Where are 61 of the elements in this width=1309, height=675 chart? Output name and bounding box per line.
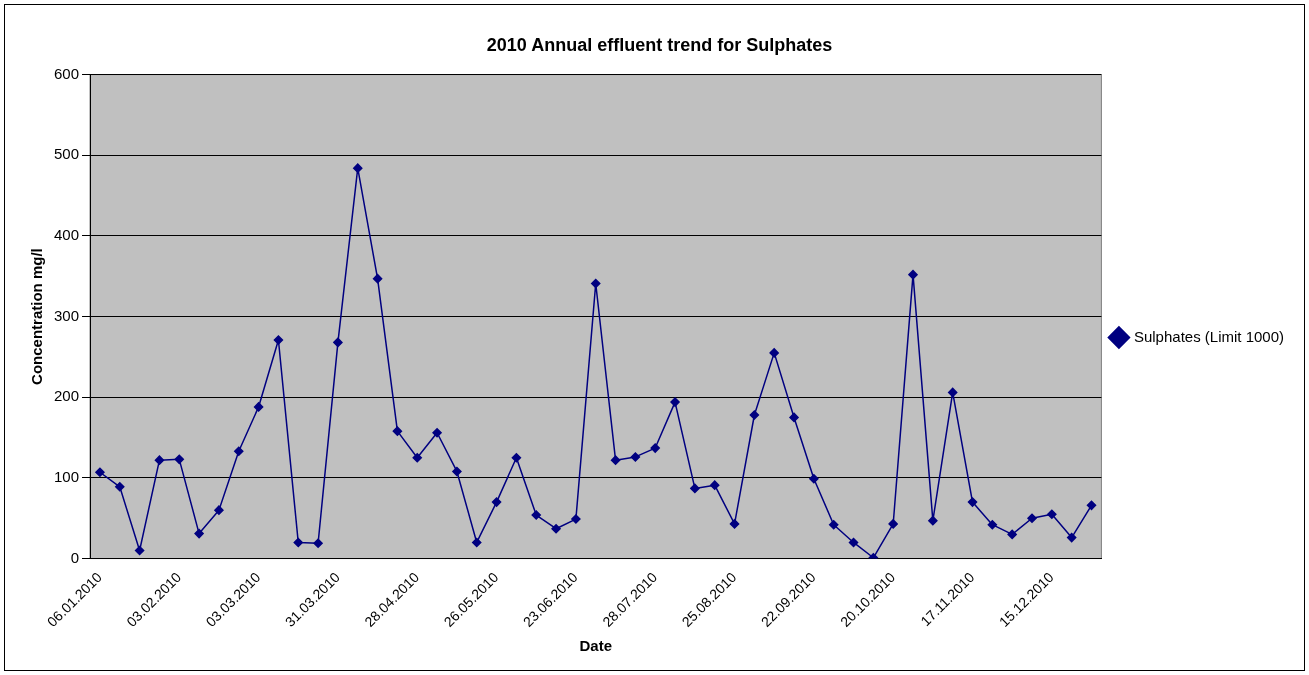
point bbox=[511, 453, 522, 463]
point bbox=[571, 514, 581, 524]
point bbox=[987, 519, 998, 530]
point bbox=[1007, 529, 1017, 540]
y-tick-label: 200 bbox=[54, 387, 80, 405]
point bbox=[967, 497, 978, 507]
point bbox=[908, 269, 918, 280]
y-tick-label: 100 bbox=[54, 468, 80, 486]
point bbox=[670, 397, 680, 407]
point bbox=[531, 510, 541, 520]
point bbox=[1066, 532, 1077, 543]
point bbox=[947, 387, 958, 398]
y-tick-label: 600 bbox=[54, 64, 80, 82]
point bbox=[273, 335, 284, 345]
point bbox=[1086, 500, 1097, 511]
point bbox=[650, 443, 660, 453]
y-tick-label: 0 bbox=[70, 548, 80, 566]
point bbox=[729, 519, 740, 529]
y-axis-title: Concentration mg/l bbox=[28, 248, 46, 385]
point bbox=[115, 482, 125, 492]
chart-title: 2010 Annual effluent trend for Sulphates bbox=[486, 34, 833, 55]
point bbox=[333, 337, 343, 348]
point bbox=[293, 537, 304, 548]
point bbox=[769, 348, 779, 358]
point bbox=[174, 454, 185, 465]
point bbox=[630, 452, 641, 462]
point bbox=[1047, 509, 1057, 519]
point bbox=[452, 466, 462, 477]
point bbox=[888, 519, 898, 529]
point bbox=[154, 455, 165, 465]
point bbox=[789, 412, 799, 423]
point bbox=[313, 538, 323, 548]
legend-label: Sulphates (Limit 1000) bbox=[1133, 327, 1285, 345]
point bbox=[709, 480, 720, 490]
point bbox=[590, 278, 601, 289]
point bbox=[809, 473, 819, 484]
point bbox=[848, 537, 859, 548]
point bbox=[95, 467, 105, 478]
point bbox=[928, 515, 938, 526]
point bbox=[372, 273, 383, 284]
y-tick-label: 300 bbox=[54, 306, 80, 324]
point bbox=[432, 427, 442, 438]
point bbox=[253, 402, 264, 412]
point bbox=[471, 537, 482, 548]
point bbox=[749, 410, 760, 420]
x-axis-title: Date bbox=[579, 637, 612, 655]
point bbox=[690, 483, 700, 494]
point bbox=[828, 519, 839, 530]
point bbox=[234, 446, 244, 457]
y-tick-label: 500 bbox=[54, 145, 80, 163]
point bbox=[353, 163, 363, 173]
point bbox=[194, 528, 204, 539]
point bbox=[491, 497, 502, 507]
point bbox=[214, 505, 224, 515]
point bbox=[134, 545, 145, 556]
point bbox=[1027, 513, 1037, 523]
point bbox=[412, 453, 422, 463]
y-tick-label: 400 bbox=[54, 226, 80, 244]
point bbox=[551, 523, 561, 534]
point bbox=[610, 455, 621, 465]
point bbox=[392, 426, 403, 436]
